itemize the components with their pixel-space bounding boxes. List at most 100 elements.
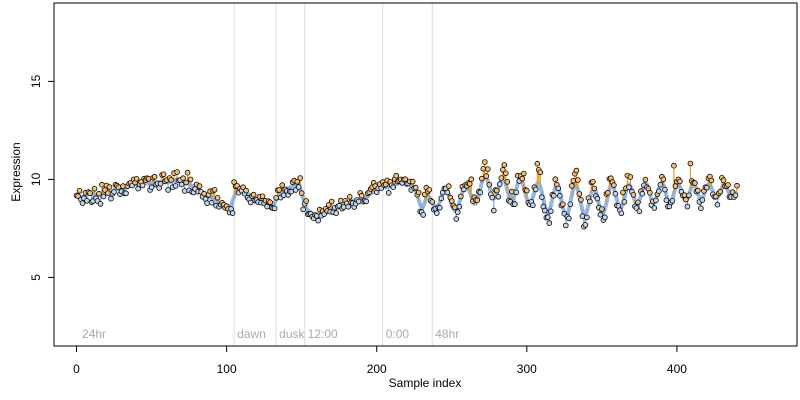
data-point (489, 194, 496, 201)
data-point (271, 205, 278, 212)
data-point (315, 217, 322, 224)
y-tick-label: 5 (29, 274, 43, 281)
y-tick-label: 15 (29, 74, 43, 88)
data-point (568, 183, 575, 189)
data-point (363, 198, 370, 205)
phase-label: 12:00 (308, 327, 338, 341)
x-tick-label: 0 (73, 362, 80, 376)
data-point (409, 178, 416, 185)
data-point (713, 193, 719, 200)
data-point (698, 205, 704, 212)
data-point (481, 159, 488, 165)
data-point (108, 195, 114, 202)
data-point (499, 167, 506, 173)
data-point (605, 189, 611, 196)
data-point (480, 166, 487, 172)
data-point (669, 198, 676, 204)
data-point (267, 199, 273, 206)
data-point (466, 181, 473, 187)
data-point (544, 214, 551, 221)
data-point (508, 188, 515, 195)
data-point (448, 198, 455, 204)
data-point (576, 191, 583, 197)
data-point (537, 169, 544, 176)
data-point (444, 189, 451, 196)
phase-label: dusk (279, 327, 305, 341)
data-point (402, 176, 409, 183)
data-point (264, 203, 270, 210)
data-point (532, 186, 539, 193)
data-point (468, 176, 475, 183)
data-point (597, 211, 604, 218)
data-point (390, 184, 397, 191)
data-point (486, 181, 493, 188)
data-point (196, 183, 203, 189)
data-point (433, 210, 440, 216)
data-point (681, 192, 688, 198)
data-point (438, 195, 445, 202)
data-point (493, 187, 500, 194)
data-point (708, 177, 715, 184)
data-point (385, 190, 392, 196)
data-point (79, 200, 86, 206)
data-point (145, 176, 152, 182)
y-axis-label: Expression (9, 142, 23, 201)
data-point (111, 189, 117, 195)
data-point (635, 199, 641, 206)
data-point (346, 194, 353, 200)
phase-lines (233, 3, 433, 346)
data-point (180, 175, 186, 182)
data-point (630, 192, 637, 198)
data-point (579, 213, 586, 219)
data-point (677, 178, 683, 185)
data-point (240, 184, 246, 191)
data-point (573, 167, 580, 174)
data-point (717, 188, 724, 195)
y-tick-label: 10 (29, 172, 43, 186)
data-point (477, 189, 484, 196)
data-point (303, 198, 310, 204)
data-point (76, 188, 83, 194)
data-point (436, 205, 443, 211)
data-point (541, 207, 548, 214)
data-point (298, 190, 305, 196)
data-point (725, 182, 731, 188)
data-point (552, 176, 559, 183)
data-point (457, 193, 464, 200)
data-point (594, 195, 601, 202)
data-point (714, 201, 721, 208)
data-point (247, 199, 254, 206)
data-point (429, 199, 436, 205)
data-point (106, 184, 113, 190)
data-point (534, 160, 541, 167)
data-point (590, 179, 596, 185)
data-point (612, 190, 619, 197)
data-point (229, 210, 236, 216)
data-point (184, 169, 191, 176)
data-point (91, 186, 98, 192)
data-point (570, 178, 577, 184)
data-point (627, 174, 634, 180)
data-point (183, 179, 189, 186)
data-point (520, 170, 527, 177)
data-point (172, 183, 179, 189)
data-point (656, 188, 662, 195)
data-point (100, 193, 107, 200)
data-point (151, 173, 158, 180)
data-point (165, 187, 171, 193)
data-points (73, 159, 740, 230)
data-point (333, 210, 340, 216)
data-point (647, 189, 653, 196)
data-point (75, 193, 81, 199)
data-point (204, 200, 210, 206)
annotations: dawn dusk 12:00 0:00 48hr 24hr (82, 327, 459, 341)
data-point (133, 176, 140, 182)
data-point (582, 222, 589, 228)
data-point (288, 188, 295, 195)
data-point (511, 201, 518, 207)
phase-label: dawn (237, 327, 266, 341)
data-point (115, 184, 122, 191)
data-point (639, 190, 646, 197)
x-tick-label: 300 (517, 362, 537, 376)
